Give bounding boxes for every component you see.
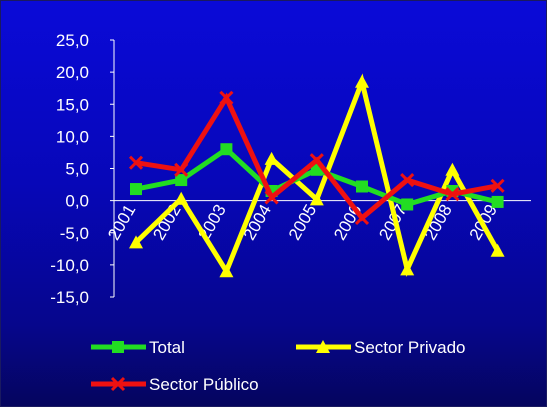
data-point-sector-privado xyxy=(355,74,369,88)
data-point-total xyxy=(175,174,188,187)
x-tick-label: 2008 xyxy=(420,201,455,243)
data-point-total xyxy=(401,198,414,211)
y-tick-label: 15,0 xyxy=(56,95,89,114)
data-point-sector-privado xyxy=(129,235,143,249)
data-point-sector-p-blico xyxy=(219,90,234,105)
legend-marker xyxy=(110,376,126,392)
x-tick-labels: 2001 2002 2003 2004 2005 2006 2007 2008 2009 xyxy=(104,201,501,243)
series-sector-privado xyxy=(129,73,505,278)
x-tick-label: 2003 xyxy=(194,201,229,243)
x-tick-label: 2006 xyxy=(330,201,365,243)
legend-label: Sector Público xyxy=(149,375,259,394)
data-point-sector-p-blico xyxy=(174,162,189,177)
legend-item-sector-p-blico: Sector Público xyxy=(91,375,259,394)
y-tick-label: -5,0 xyxy=(60,224,89,243)
y-tick-label: 5,0 xyxy=(65,160,89,179)
data-point-sector-privado xyxy=(400,262,415,276)
data-point-sector-p-blico xyxy=(445,187,460,202)
y-tick-label: 0,0 xyxy=(65,192,89,211)
data-point-sector-privado xyxy=(309,192,324,206)
data-point-sector-privado xyxy=(445,162,460,176)
data-point-sector-p-blico xyxy=(354,210,370,226)
data-point-sector-privado xyxy=(490,243,505,257)
data-point-sector-p-blico xyxy=(128,155,144,170)
data-point-total xyxy=(220,143,233,156)
data-point-sector-privado xyxy=(219,264,234,278)
series-layer xyxy=(128,73,505,278)
data-point-sector-privado xyxy=(174,191,189,205)
series-sector-p-blico xyxy=(128,90,505,226)
y-tick-label: 20,0 xyxy=(56,63,89,82)
x-tick-label: 2001 xyxy=(104,201,139,243)
data-point-sector-p-blico xyxy=(490,178,505,193)
data-point-total xyxy=(130,183,142,196)
data-point-sector-p-blico xyxy=(264,190,279,205)
y-tick-labels: 25,0 20,0 15,0 10,0 5,0 0,0 -5,0 -10,0 -15,0 xyxy=(50,31,114,307)
data-point-total xyxy=(356,180,368,193)
data-point-total xyxy=(491,195,504,208)
y-tick-label: 10,0 xyxy=(56,127,89,146)
legend: Total Sector Privado Sector Público xyxy=(91,338,466,394)
legend-marker xyxy=(316,340,330,353)
data-point-sector-privado xyxy=(264,151,279,165)
legend-label: Total xyxy=(149,338,185,357)
y-tick-label: -10,0 xyxy=(50,256,89,275)
legend-item-total: Total xyxy=(91,338,185,357)
legend-label: Sector Privado xyxy=(354,338,466,357)
legend-item-sector-privado: Sector Privado xyxy=(296,338,466,357)
x-tick-label: 2005 xyxy=(285,201,320,243)
y-tick-label: 25,0 xyxy=(56,31,89,50)
data-point-sector-p-blico xyxy=(309,153,324,168)
y-tick-label: -15,0 xyxy=(50,288,89,307)
legend-marker xyxy=(112,341,124,353)
data-point-sector-p-blico xyxy=(400,173,415,188)
